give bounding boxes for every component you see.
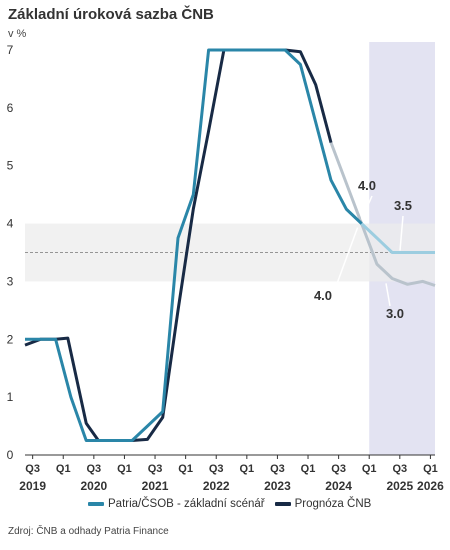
annotation-patria-4: 4.0 <box>358 178 376 193</box>
y-tick-label: 7 <box>7 43 14 57</box>
source-note: Zdroj: ČNB a odhady Patria Finance <box>8 526 169 537</box>
x-quarter-label: Q1 <box>301 463 316 475</box>
y-tick-label: 1 <box>7 390 14 404</box>
x-quarter-label: Q1 <box>56 463 71 475</box>
annotation-cnb-4-leader <box>334 227 359 290</box>
legend-item-patria[interactable]: Patria/ČSOB - základní scénář <box>88 498 265 510</box>
legend-label-patria: Patria/ČSOB - základní scénář <box>108 498 265 510</box>
chart-title: Základní úroková sazba ČNB <box>8 6 214 23</box>
x-year-label: 2024 <box>325 479 352 493</box>
annotation-cnb-4: 4.0 <box>314 288 332 303</box>
annotation-cnb-3: 3.0 <box>386 306 404 321</box>
x-quarter-label: Q1 <box>117 463 132 475</box>
y-tick-label: 2 <box>7 332 14 346</box>
legend-label-cnb: Prognóza ČNB <box>294 498 372 510</box>
patria-actual-line <box>25 48 363 442</box>
legend-swatch-cnb <box>274 502 291 506</box>
x-quarter-label: Q3 <box>25 463 40 475</box>
x-quarter-label: Q1 <box>178 463 193 475</box>
legend-item-cnb[interactable]: Prognóza ČNB <box>274 498 372 510</box>
annotation-patria-3-5: 3.5 <box>394 198 412 213</box>
chart-area: 0 1 2 3 4 5 6 7 Q3 2019 Q1 Q3 2020 Q1 Q3 2021 Q1 Q3 2022 Q1… <box>7 42 444 493</box>
annotation-patria-3-5-leader <box>399 215 404 251</box>
legend-swatch-patria <box>88 502 104 506</box>
x-quarter-label: Q3 <box>392 463 407 475</box>
x-year-label: 2021 <box>142 479 169 493</box>
x-year-label: 2020 <box>80 479 107 493</box>
y-tick-label: 5 <box>7 159 14 173</box>
x-quarter-label: Q1 <box>362 463 377 475</box>
x-year-label: 2023 <box>264 479 291 493</box>
x-quarter-label: Q3 <box>148 463 163 475</box>
patria-forecast-line <box>360 222 435 254</box>
x-quarter-label: Q3 <box>209 463 224 475</box>
y-tick-label: 6 <box>7 101 14 115</box>
x-quarter-label: Q1 <box>239 463 254 475</box>
y-tick-label: 4 <box>7 217 14 231</box>
annotation-patria-4-leader <box>360 195 373 220</box>
x-year-label: 2026 <box>417 479 444 493</box>
x-quarter-label: Q1 <box>423 463 438 475</box>
cnb-forecast-line <box>329 142 436 287</box>
legend: Patria/ČSOB - základní scénář Prognóza Č… <box>88 498 371 510</box>
x-year-label: 2019 <box>19 479 46 493</box>
y-tick-label: 0 <box>7 448 14 462</box>
y-axis-unit: v % <box>8 28 27 40</box>
x-year-label: 2022 <box>203 479 230 493</box>
annotation-cnb-3-leader <box>385 283 391 307</box>
x-quarter-label: Q3 <box>331 463 346 475</box>
x-quarter-label: Q3 <box>270 463 285 475</box>
x-year-label: 2025 <box>386 479 413 493</box>
y-tick-label: 3 <box>7 274 14 288</box>
x-quarter-label: Q3 <box>86 463 101 475</box>
